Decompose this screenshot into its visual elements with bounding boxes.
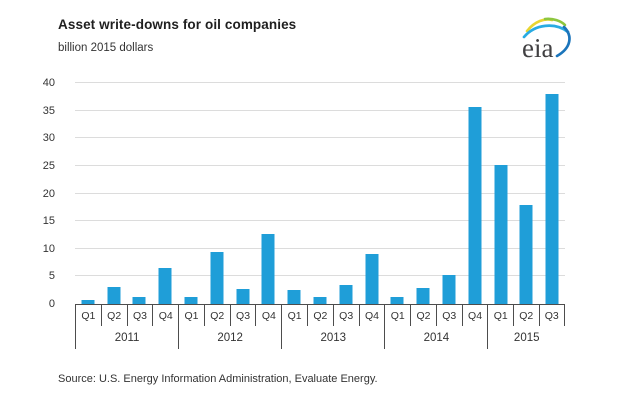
eia-logo-graphic: eia xyxy=(522,17,571,63)
y-axis-label: 30 xyxy=(42,132,55,145)
quarter-row: Q1 Q2 Q3 Q4 xyxy=(385,305,487,326)
y-axis-label: 10 xyxy=(42,242,55,255)
bar xyxy=(545,94,559,304)
quarter-label: Q3 xyxy=(334,305,360,326)
bar xyxy=(132,297,146,304)
quarter-label: Q4 xyxy=(468,309,483,322)
bar-cell xyxy=(127,83,153,304)
quarter-label: Q3 xyxy=(231,305,257,326)
quarter-label: Q2 xyxy=(205,305,231,326)
bar-cell xyxy=(462,83,488,304)
bar-cell xyxy=(281,83,307,304)
quarter-label: Q2 xyxy=(411,305,437,326)
bar xyxy=(416,287,430,304)
quarter-label: Q3 xyxy=(128,305,154,326)
quarter-label: Q2 xyxy=(514,305,540,326)
quarter-row: Q1 Q2 Q3 xyxy=(488,305,566,326)
bar xyxy=(365,253,379,304)
bar-cell xyxy=(359,83,385,304)
bar-cell xyxy=(75,83,101,304)
y-axis-label: 25 xyxy=(42,159,55,172)
bar-cell xyxy=(256,83,282,304)
bar xyxy=(81,299,95,304)
year-group: Q1 Q2 Q3 Q4 2012 xyxy=(178,305,281,349)
year-label: 2014 xyxy=(423,331,450,344)
gridline xyxy=(75,192,565,194)
year-label: 2011 xyxy=(114,331,140,344)
source-note: Source: U.S. Energy Information Administ… xyxy=(58,373,378,385)
quarter-label: Q1 xyxy=(76,305,102,326)
year-label: 2012 xyxy=(217,331,243,344)
bar xyxy=(519,205,533,304)
bar xyxy=(184,296,198,304)
quarter-row: Q1 Q2 Q3 Q4 xyxy=(179,305,281,326)
quarter-label: Q3 xyxy=(540,305,566,326)
quarter-label: Q4 xyxy=(261,309,276,322)
bar xyxy=(390,297,404,304)
y-axis-label: 40 xyxy=(42,77,55,89)
quarter-row: Q1 Q2 Q3 Q4 xyxy=(76,305,178,326)
bar-cell xyxy=(152,83,178,304)
chart-title: Asset write-downs for oil companies xyxy=(58,17,297,32)
bar-cell xyxy=(333,83,359,304)
quarter-label: Q3 xyxy=(437,305,463,326)
y-axis: 0 5 10 15 20 25 30 35 40 xyxy=(0,77,55,310)
bar xyxy=(107,287,121,304)
bar xyxy=(236,288,250,304)
bar-cell xyxy=(307,83,333,304)
bar xyxy=(339,285,353,304)
bar xyxy=(313,296,327,304)
year-group: Q1 Q2 Q3 Q4 2013 xyxy=(281,305,384,349)
bar xyxy=(210,252,224,304)
bar-cell xyxy=(101,83,127,304)
chart-subtitle: billion 2015 dollars xyxy=(58,42,154,54)
bar-cell xyxy=(410,83,436,304)
year-group: Q1 Q2 Q3 2015 xyxy=(487,305,566,349)
quarter-row: Q1 Q2 Q3 Q4 xyxy=(282,305,384,326)
y-axis-label: 20 xyxy=(42,187,55,200)
y-axis-label: 0 xyxy=(48,298,55,310)
bar-cell xyxy=(514,83,540,304)
bar-cell xyxy=(178,83,204,304)
gridline xyxy=(75,137,565,139)
year-group: Q1 Q2 Q3 Q4 2011 xyxy=(75,305,178,349)
quarter-label: Q1 xyxy=(179,305,205,326)
y-axis-label: 15 xyxy=(42,215,55,228)
gridline xyxy=(75,109,565,111)
quarter-label: Q1 xyxy=(282,305,308,326)
quarter-label: Q4 xyxy=(364,309,379,322)
bar xyxy=(158,267,172,304)
bar-cell xyxy=(204,83,230,304)
eia-logo-text: eia xyxy=(522,33,553,63)
gridline xyxy=(75,82,565,83)
gridline xyxy=(75,164,565,166)
plot-area xyxy=(75,82,565,305)
bar xyxy=(261,234,275,304)
gridline xyxy=(75,247,565,249)
bar xyxy=(442,274,456,304)
bar xyxy=(468,107,482,304)
eia-logo: eia xyxy=(505,10,589,70)
gridline xyxy=(75,220,565,222)
bar-cell xyxy=(539,83,565,304)
quarter-label: Q1 xyxy=(385,305,412,326)
year-group: Q1 Q2 Q3 Q4 2014 xyxy=(384,305,487,349)
quarter-label: Q4 xyxy=(158,309,173,322)
year-label: 2015 xyxy=(513,331,540,344)
y-axis-label: 35 xyxy=(42,104,55,117)
bar-cell xyxy=(436,83,462,304)
x-axis: Q1 Q2 Q3 Q4 2011 Q1 Q2 Q3 Q4 2012 Q1 Q2 Q3 Q4 2013 Q1 Q2… xyxy=(75,305,566,349)
bar-cell xyxy=(230,83,256,304)
quarter-label: Q2 xyxy=(102,305,128,326)
bar-cell xyxy=(385,83,411,304)
bar xyxy=(494,165,508,304)
quarter-label: Q2 xyxy=(308,305,334,326)
bar xyxy=(287,290,301,304)
y-axis-label: 5 xyxy=(48,270,55,283)
quarter-label: Q1 xyxy=(488,305,514,326)
gridline xyxy=(75,275,565,277)
bar-cell xyxy=(488,83,514,304)
year-label: 2013 xyxy=(320,331,347,344)
